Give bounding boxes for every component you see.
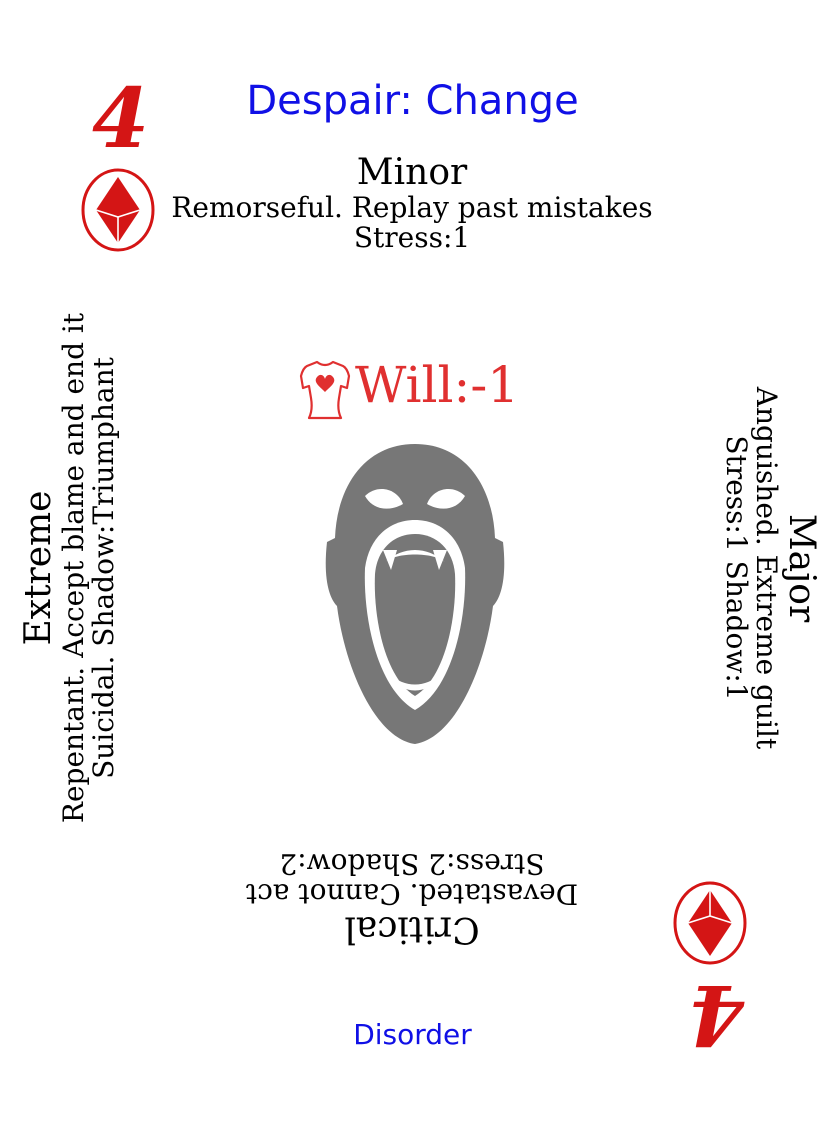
minor-level: Minor Remorseful. Replay past mistakes S… (112, 152, 712, 255)
diamond-suit-icon (81, 168, 155, 252)
severity-stats: Stress:1 (353, 221, 471, 255)
severity-description: Remorseful. Replay past mistakes (171, 190, 653, 224)
severity-stats: Stress:2 Shadow:2 (279, 847, 545, 881)
critical-level: Critical Devastated. Cannot act Stress:2… (112, 847, 712, 950)
major-level: Major Anguished. Extreme guilt Stress:1 … (719, 268, 822, 868)
severity-description: Devastated. Cannot act (245, 877, 579, 911)
severity-label: Minor (356, 152, 468, 193)
severity-description: Anguished. Extreme guilt (750, 386, 784, 750)
will-value: Will:-1 (355, 356, 520, 414)
diamond-suit-icon (673, 881, 747, 965)
card-category: Disorder (353, 1018, 472, 1051)
severity-label: Critical (344, 908, 480, 950)
severity-label: Major (781, 513, 822, 623)
extreme-level: Extreme Repentant. Accept blame and end … (18, 268, 121, 868)
will-modifier: Will:-1 (297, 356, 557, 426)
screaming-face-icon (325, 444, 505, 744)
severity-description: Repentant. Accept blame and end it (56, 312, 90, 824)
card-title: Despair: Change (246, 78, 579, 124)
severity-label: Extreme (18, 490, 59, 646)
severity-stats: Suicidal. Shadow:Triumphant (87, 357, 121, 779)
rank-top: 4 (92, 71, 150, 167)
torso-heart-icon (299, 360, 351, 420)
severity-stats: Stress:1 Shadow:1 (719, 435, 753, 701)
